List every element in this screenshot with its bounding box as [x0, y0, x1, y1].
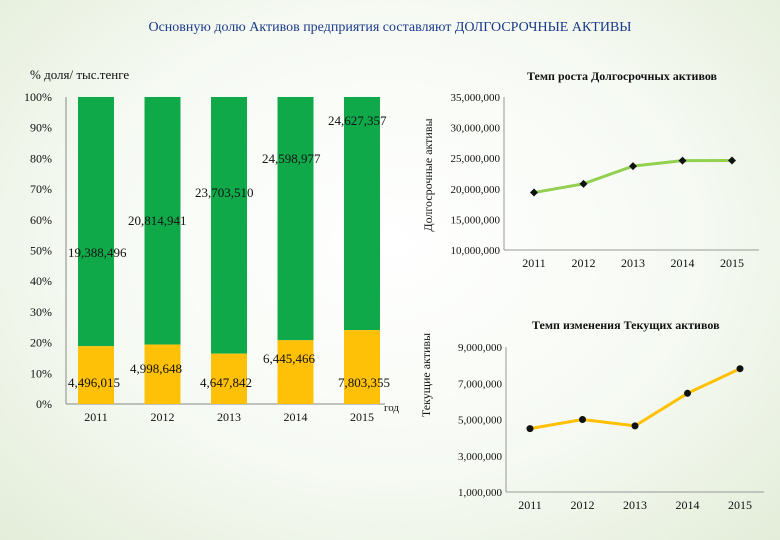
- bar-y-tick-label: 100%: [24, 90, 52, 104]
- current-chart-y-axis-label: Текущие активы: [419, 333, 433, 417]
- bar-y-tick-label: 80%: [30, 151, 52, 165]
- current-chart-data-point: [579, 416, 586, 424]
- long-term-chart-data-point: [579, 179, 588, 188]
- current-data-label: 6,445,466: [263, 351, 316, 366]
- current-chart-y-tick-label: 3,000,000: [458, 451, 503, 463]
- long-term-chart-title: Темп роста Долгосрочных активов: [527, 69, 718, 83]
- current-bar: [344, 330, 380, 404]
- bar-y-tick-label: 70%: [30, 182, 52, 196]
- long-term-bar: [144, 97, 181, 345]
- long-term-chart-y-tick-label: 35,000,000: [451, 92, 501, 104]
- long-term-bar: [277, 97, 314, 341]
- current-chart-data-point: [736, 365, 744, 373]
- current-chart-x-tick-label: 2014: [676, 498, 700, 512]
- long-term-chart-data-point: [678, 156, 687, 165]
- current-chart-series-line: [529, 367, 741, 431]
- bar-x-tick-label: 2015: [350, 410, 374, 424]
- current-chart-data-point: [631, 422, 639, 430]
- bar-x-tick-label: 2011: [84, 410, 108, 424]
- bar-y-tick-label: 50%: [30, 244, 52, 258]
- current-chart-x-tick-label: 2011: [518, 498, 542, 512]
- long-term-bar: [211, 97, 247, 354]
- long-term-chart-x-tick-label: 2011: [522, 256, 546, 270]
- long-term-chart-y-tick-label: 20,000,000: [451, 184, 501, 196]
- long-term-chart-x-tick-label: 2014: [671, 256, 695, 270]
- long-term-chart-y-tick-label: 15,000,000: [451, 214, 501, 226]
- bar-x-tick-label: 2014: [284, 410, 308, 424]
- bar-x-tick-label: 2013: [217, 410, 241, 424]
- current-chart-x-tick-label: 2012: [571, 498, 595, 512]
- current-chart-data-point: [684, 389, 691, 397]
- long-term-data-label: 20,814,941: [128, 213, 187, 228]
- current-chart-title: Темп изменения Текущих активов: [532, 318, 720, 332]
- current-chart-x-tick-label: 2015: [728, 498, 752, 512]
- long-term-chart-y-axis-label: Долгосрочные активы: [421, 118, 435, 231]
- bar-x-tick-label: 2012: [151, 410, 175, 424]
- current-data-label: 4,998,648: [130, 361, 182, 376]
- current-chart-y-tick-label: 9,000,000: [458, 342, 503, 354]
- long-term-bar: [78, 97, 114, 347]
- current-bar: [144, 344, 181, 404]
- long-term-data-label: 24,598,977: [262, 151, 321, 166]
- current-chart-y-tick-label: 5,000,000: [458, 415, 503, 427]
- bar-y-tick-label: 30%: [30, 305, 52, 319]
- bar-y-tick-label: 0%: [36, 397, 52, 411]
- current-data-label: 7,803,355: [338, 375, 390, 390]
- slide-title: Основную долю Активов предприятия состав…: [148, 20, 632, 35]
- current-bar: [78, 346, 114, 404]
- long-term-data-label: 19,388,496: [68, 245, 127, 260]
- long-term-data-label: 23,703,510: [195, 185, 254, 200]
- current-chart-x-tick-label: 2013: [623, 498, 647, 512]
- bar-y-tick-label: 60%: [30, 213, 52, 227]
- long-term-chart-data-point: [530, 188, 538, 197]
- current-chart-y-tick-label: 7,000,000: [458, 378, 503, 390]
- current-data-label: 4,496,015: [68, 375, 120, 390]
- unit-label: % доля/ тыс.тенге: [30, 67, 130, 82]
- long-term-bar: [344, 97, 380, 331]
- bar-y-tick-label: 20%: [30, 336, 52, 350]
- bar-x-axis-label: год: [384, 402, 399, 414]
- long-term-chart-y-tick-label: 10,000,000: [451, 245, 501, 257]
- bar-y-tick-label: 10%: [30, 366, 52, 380]
- bar-y-tick-label: 90%: [30, 121, 52, 135]
- current-chart-y-tick-label: 1,000,000: [458, 487, 503, 499]
- long-term-chart-data-point: [629, 162, 637, 171]
- current-bar: [277, 340, 314, 404]
- long-term-chart-y-tick-label: 25,000,000: [451, 153, 501, 165]
- long-term-chart-x-tick-label: 2012: [572, 256, 596, 270]
- long-term-data-label: 24,627,357: [328, 113, 387, 128]
- bar-y-tick-label: 40%: [30, 274, 52, 288]
- current-bar: [211, 353, 247, 404]
- long-term-chart-data-point: [728, 156, 736, 165]
- long-term-chart-x-tick-label: 2013: [621, 256, 645, 270]
- long-term-chart-x-tick-label: 2015: [720, 256, 744, 270]
- current-chart-data-point: [526, 425, 534, 433]
- long-term-chart-y-tick-label: 30,000,000: [451, 123, 501, 135]
- current-data-label: 4,647,842: [200, 375, 252, 390]
